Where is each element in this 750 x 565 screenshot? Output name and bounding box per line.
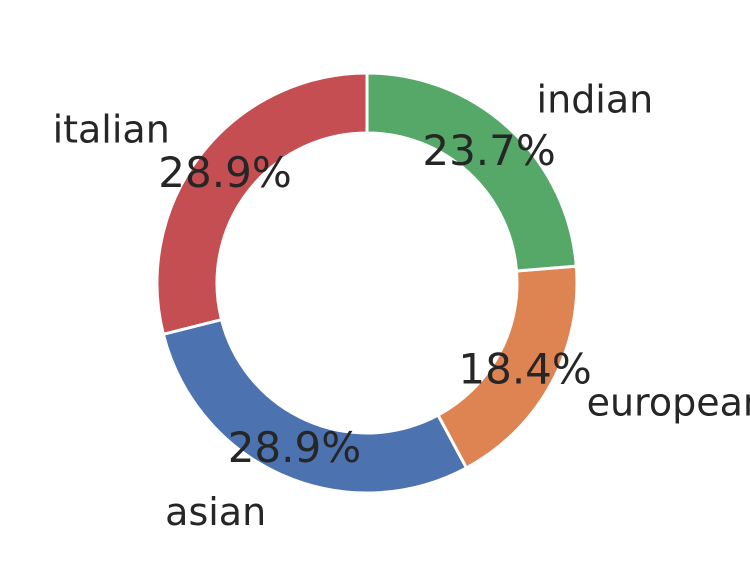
category-label-asian: asian (165, 490, 266, 534)
pct-label-indian: 23.7% (422, 126, 555, 175)
slice-italian (155, 71, 369, 337)
category-label-indian: indian (537, 77, 654, 121)
slices-group (155, 71, 579, 495)
pct-label-european: 18.4% (458, 345, 591, 394)
category-label-european: european (587, 381, 750, 425)
slice-asian (161, 317, 469, 495)
pct-label-asian: 28.9% (228, 423, 361, 472)
pct-label-italian: 28.9% (158, 148, 291, 197)
category-labels-group: italian asian european indian (53, 77, 750, 533)
slice-indian (365, 71, 578, 273)
category-label-italian: italian (53, 107, 170, 151)
percentage-labels-group: 28.9% 28.9% 18.4% 23.7% (158, 126, 592, 472)
